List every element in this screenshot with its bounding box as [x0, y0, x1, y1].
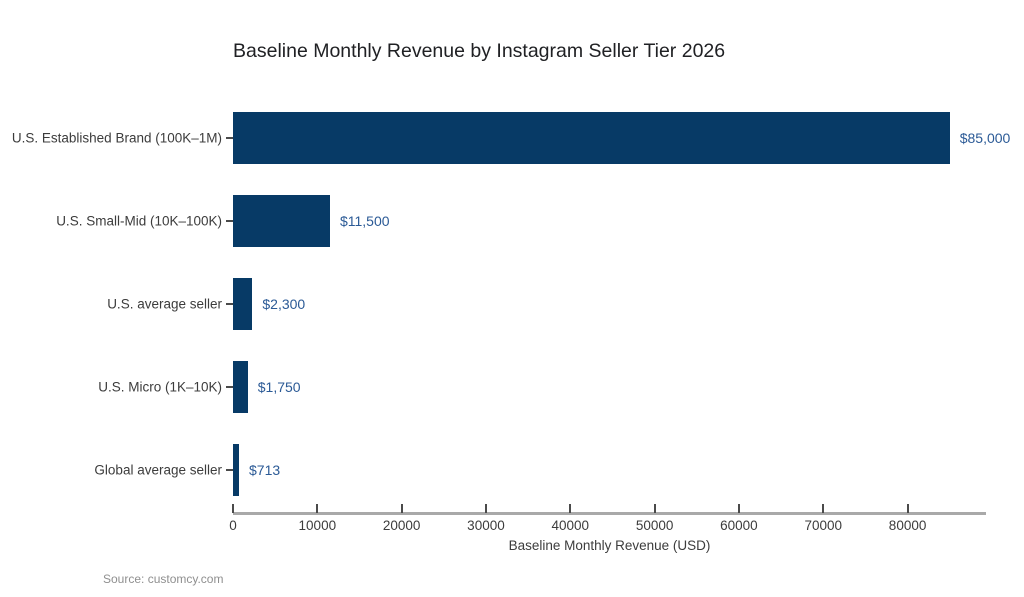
bar-4 — [233, 443, 239, 496]
x-tick-label: 10000 — [298, 518, 337, 533]
x-axis-line — [233, 512, 986, 515]
x-tick-mark — [653, 504, 656, 513]
bar-2 — [233, 277, 253, 330]
x-tick-mark — [737, 504, 740, 513]
x-tick-label: 70000 — [804, 518, 843, 533]
bar-row: U.S. average seller $2,300 — [107, 262, 986, 345]
category-label: U.S. Established Brand (100K–1M) — [11, 130, 222, 145]
bar-row: U.S. Established Brand (100K–1M) $85,000 — [12, 96, 1010, 179]
chart-title: Baseline Monthly Revenue by Instagram Se… — [233, 40, 726, 62]
x-tick-label: 0 — [229, 518, 237, 533]
value-label: $1,750 — [257, 378, 301, 395]
value-label: $2,300 — [262, 295, 306, 312]
x-tick-mark — [400, 504, 403, 513]
y-tick-mark — [226, 136, 233, 139]
bar-0 — [233, 111, 950, 164]
category-label: U.S. Micro (1K–10K) — [98, 379, 222, 394]
y-tick-mark — [226, 302, 233, 305]
x-tick-mark — [316, 504, 319, 513]
x-axis-ticks: 0 10000 20000 30000 40000 50000 60000 70000 8000… — [229, 504, 986, 540]
bar-3 — [233, 360, 248, 413]
x-tick-mark — [232, 504, 234, 513]
plot-area: U.S. Established Brand (100K–1M) $85,000 U… — [12, 96, 1010, 511]
x-tick-mark — [906, 504, 909, 513]
x-tick-label: 60000 — [720, 518, 758, 533]
bar-row: Global average seller $713 — [94, 428, 986, 511]
y-tick-mark — [226, 385, 233, 388]
category-label: U.S. Small-Mid (10K–100K) — [56, 213, 222, 228]
x-tick-label: 80000 — [888, 518, 927, 533]
y-tick-mark — [226, 219, 233, 222]
x-tick-label: 40000 — [551, 518, 590, 533]
value-label: $713 — [249, 461, 281, 478]
x-tick-mark — [569, 504, 572, 513]
bar-1 — [233, 194, 330, 247]
x-tick-mark — [484, 504, 487, 513]
category-label: U.S. average seller — [107, 296, 222, 311]
x-tick-label: 30000 — [467, 518, 505, 533]
bar-row: U.S. Small-Mid (10K–100K) $11,500 — [56, 179, 986, 262]
source-note: Source: customcy.com — [103, 572, 224, 586]
x-tick-mark — [822, 504, 825, 513]
x-tick-label: 50000 — [635, 518, 674, 533]
bar-row: U.S. Micro (1K–10K) $1,750 — [98, 345, 986, 428]
y-tick-mark — [226, 468, 233, 471]
category-label: Global average seller — [94, 462, 222, 477]
value-label: $11,500 — [339, 212, 390, 229]
x-axis-title: Baseline Monthly Revenue (USD) — [508, 538, 711, 553]
value-label: $85,000 — [959, 129, 1011, 146]
x-tick-label: 20000 — [382, 518, 421, 533]
